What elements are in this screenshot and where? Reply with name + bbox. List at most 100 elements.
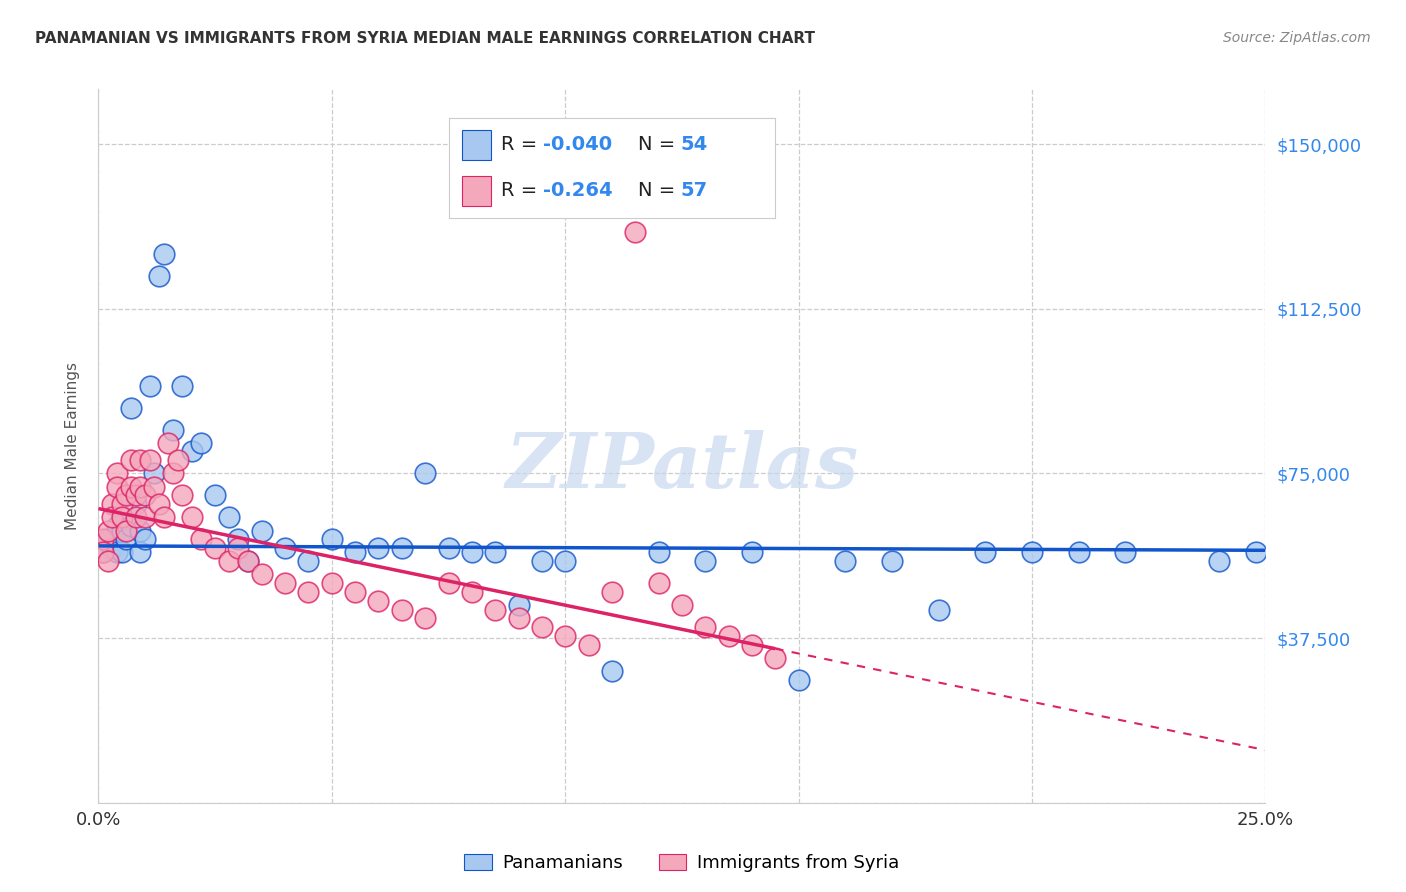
Point bbox=[120, 519, 142, 533]
Text: N =: N = bbox=[638, 181, 682, 200]
Point bbox=[180, 510, 202, 524]
Point bbox=[344, 585, 367, 599]
Point bbox=[134, 533, 156, 547]
Point bbox=[1114, 545, 1136, 559]
Point bbox=[461, 585, 484, 599]
Text: R =: R = bbox=[501, 181, 543, 200]
Point bbox=[162, 467, 184, 481]
Text: ZIPatlas: ZIPatlas bbox=[505, 431, 859, 504]
Point bbox=[647, 545, 669, 559]
Point bbox=[172, 378, 194, 392]
Point bbox=[297, 585, 319, 599]
Point bbox=[321, 533, 343, 547]
Point bbox=[152, 510, 174, 524]
Point bbox=[120, 453, 142, 467]
Point bbox=[834, 554, 856, 568]
Text: R =: R = bbox=[501, 136, 543, 154]
Point bbox=[367, 594, 389, 608]
Point bbox=[274, 541, 297, 555]
Point bbox=[228, 541, 250, 555]
Point bbox=[152, 247, 174, 261]
Point bbox=[1021, 545, 1043, 559]
Point bbox=[508, 598, 530, 612]
Point bbox=[157, 435, 180, 450]
Point bbox=[115, 524, 138, 538]
Point bbox=[97, 524, 120, 538]
Point bbox=[1244, 545, 1267, 559]
Point bbox=[148, 268, 170, 283]
Point bbox=[671, 598, 693, 612]
Text: -0.040: -0.040 bbox=[543, 136, 613, 154]
Point bbox=[148, 497, 170, 511]
Point bbox=[1208, 554, 1230, 568]
Point bbox=[125, 497, 148, 511]
Point bbox=[204, 541, 226, 555]
Point bbox=[111, 524, 134, 538]
Point bbox=[484, 545, 506, 559]
Text: -0.264: -0.264 bbox=[543, 181, 613, 200]
Text: 57: 57 bbox=[681, 181, 707, 200]
Point bbox=[120, 401, 142, 415]
Point bbox=[105, 480, 128, 494]
Point bbox=[125, 488, 148, 502]
Point bbox=[91, 533, 114, 547]
Bar bbox=[461, 129, 491, 160]
Point bbox=[1067, 545, 1090, 559]
Point bbox=[600, 585, 623, 599]
Point bbox=[880, 554, 903, 568]
Point bbox=[413, 467, 436, 481]
Point bbox=[91, 545, 114, 559]
Point bbox=[139, 453, 162, 467]
Point bbox=[624, 225, 647, 239]
Point bbox=[115, 488, 138, 502]
Point bbox=[236, 554, 259, 568]
Point bbox=[139, 378, 162, 392]
Point bbox=[180, 444, 202, 458]
Point bbox=[787, 673, 810, 687]
Point bbox=[600, 664, 623, 678]
Point bbox=[101, 497, 124, 511]
Point bbox=[105, 519, 128, 533]
Point bbox=[413, 611, 436, 625]
Point bbox=[111, 545, 134, 559]
Point bbox=[530, 554, 553, 568]
Point bbox=[143, 480, 166, 494]
Point bbox=[297, 554, 319, 568]
Point bbox=[125, 510, 148, 524]
Text: N =: N = bbox=[638, 136, 682, 154]
Y-axis label: Median Male Earnings: Median Male Earnings bbox=[65, 362, 80, 530]
Point bbox=[461, 545, 484, 559]
Point bbox=[437, 541, 460, 555]
Point bbox=[391, 541, 413, 555]
Point bbox=[105, 545, 128, 559]
Point bbox=[129, 545, 152, 559]
Point bbox=[236, 554, 259, 568]
Point bbox=[928, 602, 950, 616]
Point bbox=[554, 629, 576, 643]
Point bbox=[172, 488, 194, 502]
Point bbox=[530, 620, 553, 634]
Point bbox=[508, 611, 530, 625]
Point bbox=[274, 576, 297, 591]
Point bbox=[101, 510, 124, 524]
Text: PANAMANIAN VS IMMIGRANTS FROM SYRIA MEDIAN MALE EARNINGS CORRELATION CHART: PANAMANIAN VS IMMIGRANTS FROM SYRIA MEDI… bbox=[35, 31, 815, 46]
Point bbox=[250, 524, 273, 538]
Point bbox=[120, 480, 142, 494]
Point bbox=[695, 554, 717, 568]
Point bbox=[437, 576, 460, 591]
Point bbox=[647, 576, 669, 591]
Point bbox=[391, 602, 413, 616]
Point bbox=[105, 467, 128, 481]
Point bbox=[578, 638, 600, 652]
Point bbox=[143, 467, 166, 481]
Point bbox=[166, 453, 188, 467]
Text: 54: 54 bbox=[681, 136, 707, 154]
Point bbox=[129, 453, 152, 467]
Point bbox=[97, 554, 120, 568]
Point bbox=[250, 567, 273, 582]
Legend: Panamanians, Immigrants from Syria: Panamanians, Immigrants from Syria bbox=[457, 847, 907, 880]
Point bbox=[344, 545, 367, 559]
Point bbox=[111, 510, 134, 524]
Text: Source: ZipAtlas.com: Source: ZipAtlas.com bbox=[1223, 31, 1371, 45]
Point bbox=[204, 488, 226, 502]
